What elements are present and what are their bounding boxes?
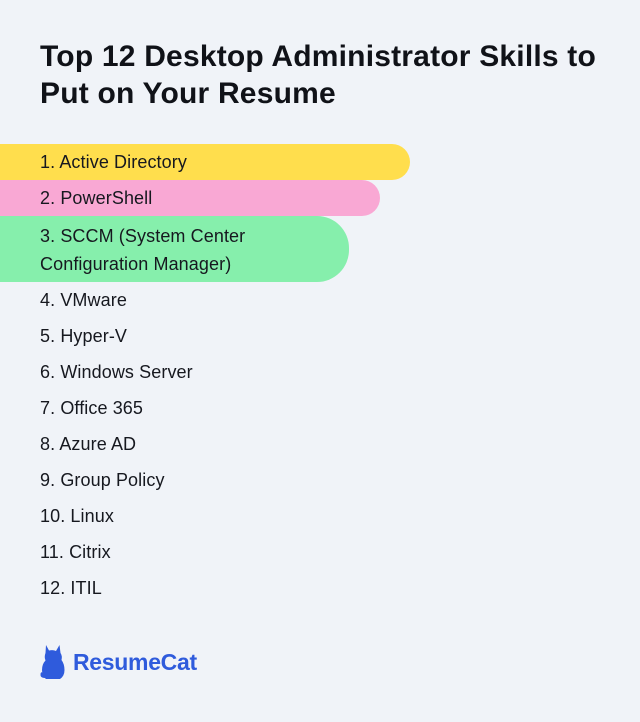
skill-item-itil: 12. ITIL xyxy=(40,578,102,598)
skill-item-office-365: 7. Office 365 xyxy=(40,398,144,418)
skills-list: 1. Active Directory 2. PowerShell 3. SCC… xyxy=(0,144,640,606)
skill-item-sccm: 3. SCCM (System Center Configuration Man… xyxy=(0,216,349,282)
skill-item-vmware: 4. VMware xyxy=(40,290,127,310)
brand-logo: ResumeCat xyxy=(40,643,197,681)
skill-item-group-policy: 9. Group Policy xyxy=(40,470,165,490)
brand-name: ResumeCat xyxy=(73,648,197,675)
skill-item-azure-ad: 8. Azure AD xyxy=(40,434,137,454)
cat-icon xyxy=(40,645,65,679)
skill-item-hyper-v: 5. Hyper-V xyxy=(40,326,128,346)
skill-item-windows-server: 6. Windows Server xyxy=(40,362,193,382)
page-title: Top 12 Desktop Administrator Skills to P… xyxy=(40,40,597,110)
skill-item-active-directory: 1. Active Directory xyxy=(0,144,410,180)
skill-item-citrix: 11. Citrix xyxy=(40,542,111,562)
skill-item-powershell: 2. PowerShell xyxy=(0,180,380,216)
skill-item-linux: 10. Linux xyxy=(40,506,114,526)
